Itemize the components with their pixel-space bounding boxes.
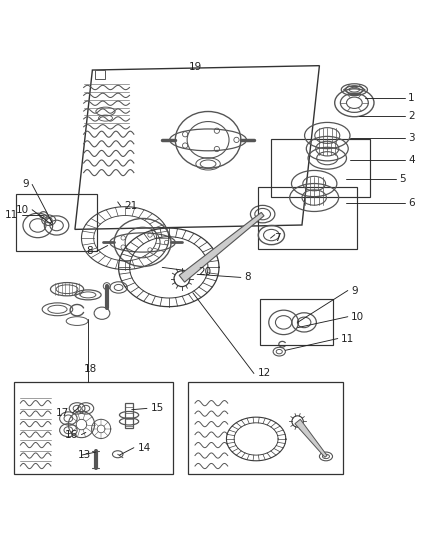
Text: 10: 10 xyxy=(351,312,364,322)
Text: 15: 15 xyxy=(150,403,164,414)
Polygon shape xyxy=(295,419,327,457)
Text: 9: 9 xyxy=(22,180,28,189)
Text: 11: 11 xyxy=(341,334,354,344)
Text: 2: 2 xyxy=(408,111,415,121)
Text: 12: 12 xyxy=(258,368,271,378)
Bar xyxy=(95,70,106,79)
Polygon shape xyxy=(179,213,264,282)
Text: 17: 17 xyxy=(56,408,69,418)
Bar xyxy=(125,403,133,428)
Text: 18: 18 xyxy=(84,364,97,374)
Text: 1: 1 xyxy=(408,93,415,103)
Bar xyxy=(258,187,357,249)
Bar xyxy=(261,299,332,345)
Text: 4: 4 xyxy=(408,155,415,165)
Text: 11: 11 xyxy=(5,210,18,220)
Text: 7: 7 xyxy=(274,233,281,243)
Text: 8: 8 xyxy=(87,246,93,256)
Bar xyxy=(272,139,370,197)
Bar xyxy=(14,382,173,474)
Text: 20: 20 xyxy=(198,266,212,277)
Text: 9: 9 xyxy=(351,286,358,295)
Text: 3: 3 xyxy=(408,133,415,143)
Bar xyxy=(16,195,97,251)
Text: 14: 14 xyxy=(138,443,151,453)
Text: 16: 16 xyxy=(65,430,78,440)
Text: 5: 5 xyxy=(399,174,406,184)
Bar xyxy=(188,382,343,474)
Text: 6: 6 xyxy=(408,198,415,208)
Text: 13: 13 xyxy=(78,450,91,460)
Text: 8: 8 xyxy=(244,272,251,282)
Text: 10: 10 xyxy=(15,205,28,215)
Text: 19: 19 xyxy=(188,61,201,71)
Text: 21: 21 xyxy=(124,201,138,211)
